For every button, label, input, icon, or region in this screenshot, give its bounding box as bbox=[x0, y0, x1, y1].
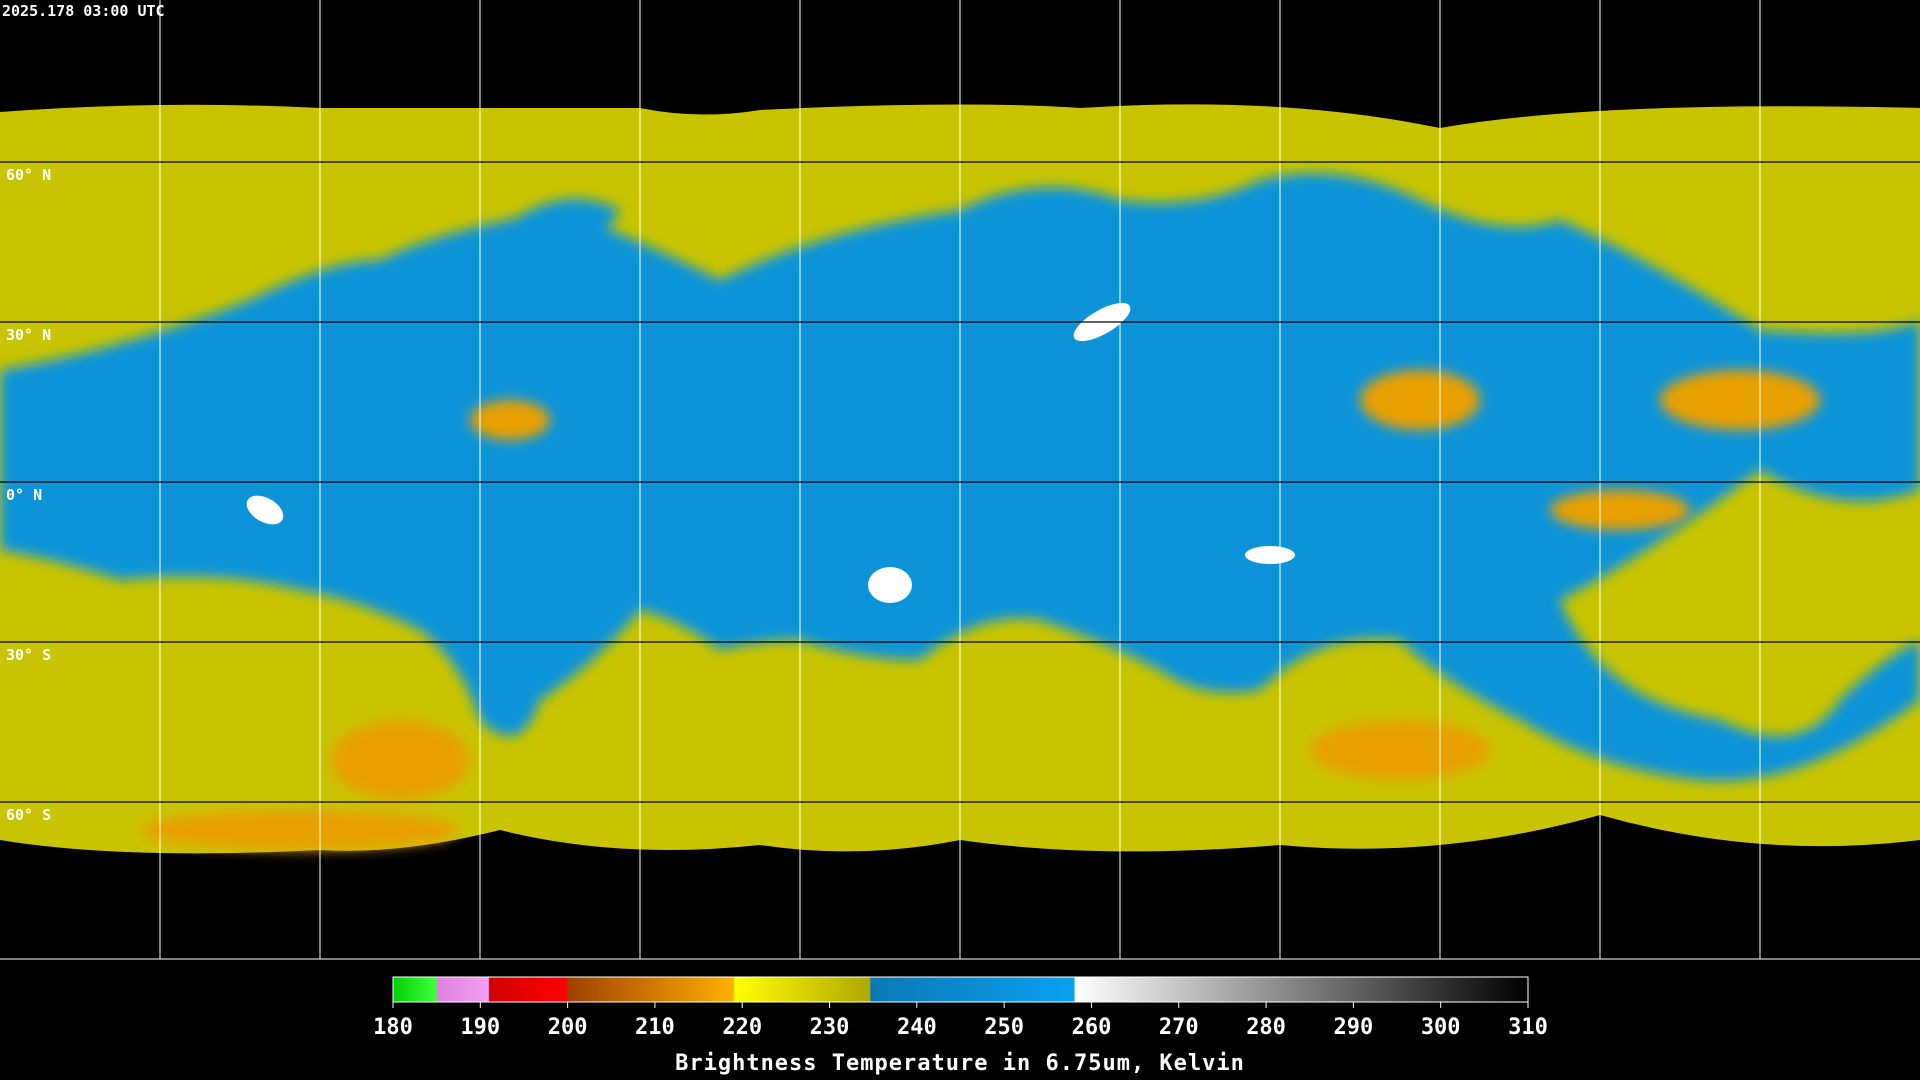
cold-cloud bbox=[140, 370, 1820, 850]
colorbar-tick-label: 240 bbox=[897, 1015, 937, 1040]
colorbar-tick-label: 220 bbox=[722, 1015, 762, 1040]
colorbar-tick-label: 260 bbox=[1072, 1015, 1112, 1040]
colorbar-label: Brightness Temperature in 6.75um, Kelvin bbox=[675, 1051, 1245, 1076]
colorbar-tick-label: 200 bbox=[548, 1015, 588, 1040]
colorbar-tick-label: 270 bbox=[1159, 1015, 1199, 1040]
colorbar-tick-label: 280 bbox=[1246, 1015, 1286, 1040]
colorbar bbox=[392, 976, 1529, 1003]
colorbar-tick-label: 290 bbox=[1334, 1015, 1374, 1040]
colorbar-tick-label: 250 bbox=[984, 1015, 1024, 1040]
latitude-label: 60° N bbox=[6, 166, 51, 184]
colorbar-tick-label: 310 bbox=[1508, 1015, 1548, 1040]
latitude-label: 30° S bbox=[6, 646, 51, 664]
colorbar-tick-label: 210 bbox=[635, 1015, 675, 1040]
timestamp: 2025.178 03:00 UTC bbox=[2, 2, 165, 20]
latitude-label: 0° N bbox=[6, 486, 42, 504]
colorbar-tick-label: 190 bbox=[460, 1015, 500, 1040]
colorbar-tick-label: 300 bbox=[1421, 1015, 1461, 1040]
colorbar-tick-label: 230 bbox=[810, 1015, 850, 1040]
colorbar-tick-label: 180 bbox=[373, 1015, 413, 1040]
latitude-label: 60° S bbox=[6, 806, 51, 824]
graticule bbox=[0, 0, 1920, 960]
latitude-label: 30° N bbox=[6, 326, 51, 344]
